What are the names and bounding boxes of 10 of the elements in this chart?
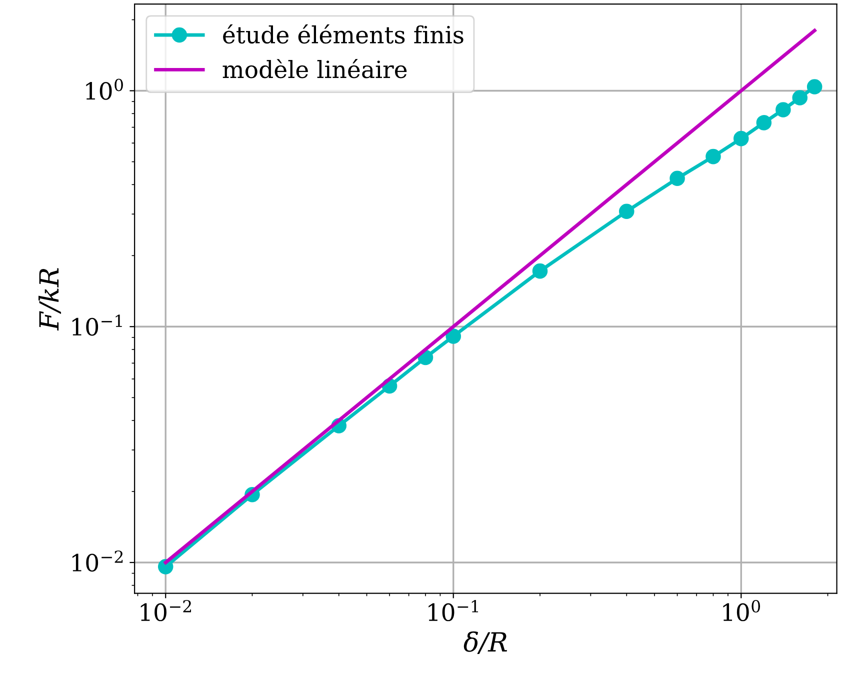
legend-label: étude éléments finis bbox=[223, 24, 464, 44]
x-tick-label: 10$^{−2}$ bbox=[140, 600, 191, 622]
x-tick-label: 10$^{−1}$ bbox=[428, 600, 478, 622]
y-axis-title: F/kR bbox=[38, 268, 61, 331]
x-tick-label: 10$^{0}$ bbox=[723, 600, 760, 622]
y-tick-label: 10$^{−2}$ bbox=[72, 550, 123, 572]
x-axis-title: δ/R bbox=[464, 631, 508, 654]
y-tick-label: 10$^{0}$ bbox=[86, 78, 123, 100]
y-tick-label: 10$^{−1}$ bbox=[72, 314, 122, 336]
legend-label: modèle linéaire bbox=[222, 59, 407, 78]
